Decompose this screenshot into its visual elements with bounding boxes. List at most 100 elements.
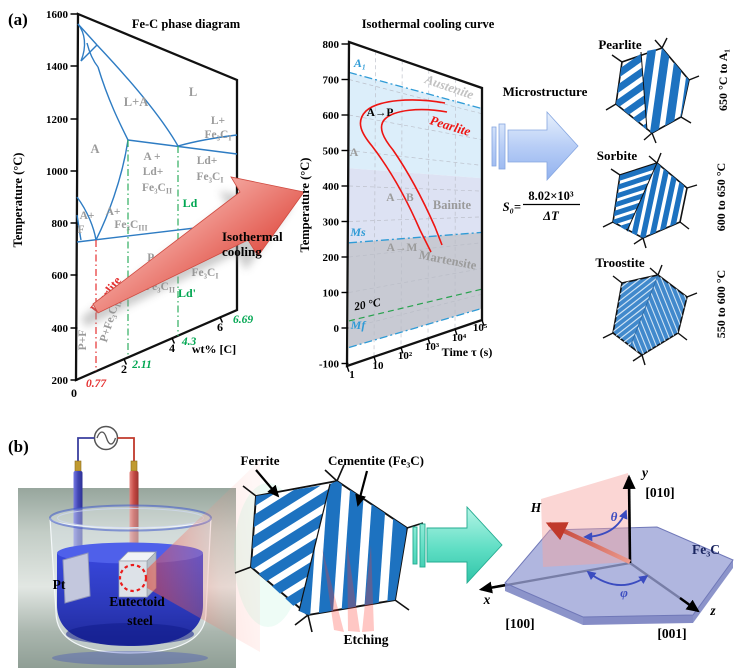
- pd-ytick: 800: [52, 218, 69, 230]
- pd-ytick: 1200: [46, 114, 69, 126]
- etching-label: Etching: [343, 632, 388, 647]
- ttt-gridlines: [348, 51, 483, 357]
- pd-label-ld: Ld: [183, 196, 198, 210]
- pd-region-austenite: A: [90, 142, 99, 156]
- sorbite-grain-whiskers: [602, 152, 698, 249]
- sample-label-2: steel: [127, 613, 153, 628]
- etching-flares: [322, 542, 374, 632]
- cementite-arrow: [355, 470, 369, 507]
- pd-region-ld-fe3c-2: Fe₃CI: [196, 171, 223, 185]
- wire-blue: [77, 437, 95, 461]
- ttt-xtick: 10⁵: [473, 322, 488, 334]
- cementite-label: Cementite (Fe₃C): [328, 453, 424, 468]
- ttt-xtick: 1: [349, 369, 355, 381]
- micrograph-pearlite: Pearlite 650 °C to A₁: [598, 37, 730, 144]
- ferrite-label: Ferrite: [241, 453, 280, 468]
- isothermal-cooling-label-2: cooling: [222, 244, 262, 259]
- pd-mark-211: 2.11: [131, 359, 152, 371]
- sample-label-1: Eutectoid: [109, 594, 165, 609]
- theta-label: θ: [611, 509, 618, 524]
- pd-region-a-ld-2: Ld+: [143, 166, 164, 178]
- large-grain-boundary: [298, 483, 331, 612]
- beaker-rim: [49, 504, 212, 532]
- electrode-connector-right: [130, 460, 138, 472]
- micrograph-pearlite-range: 650 °C to A₁: [716, 49, 730, 111]
- z-direction-label: [001]: [657, 626, 686, 641]
- pd-x-origin: 0: [71, 386, 77, 400]
- ttt-label-mf: Mf: [350, 318, 367, 332]
- pd-x-ticks: [123, 316, 224, 365]
- ttt-ytick: 800: [323, 39, 340, 51]
- ttt-ms-line: [348, 231, 483, 244]
- micrograph-troostite-range: 550 to 600 °C: [714, 270, 728, 338]
- ttt-c-curves: [359, 99, 448, 253]
- y-axis: [622, 474, 636, 564]
- pd-y-ticks: [70, 13, 78, 381]
- ttt-label-ms: Ms: [349, 225, 366, 239]
- z-axis-tip: [679, 597, 700, 613]
- ttt-room-temp-line: [348, 288, 483, 322]
- zoom-beam: [147, 460, 260, 652]
- formula-numerator: 8.02×10³: [528, 189, 573, 203]
- pd-region-l-plus-a: L+A: [124, 95, 149, 109]
- ttt-xtick: 10⁴: [452, 332, 467, 344]
- ttt-ytick: 100: [323, 288, 340, 300]
- theta-arc: [583, 509, 628, 542]
- x-axis-label: x: [483, 592, 491, 607]
- pd-ytick: 200: [52, 375, 69, 387]
- ttt-label-bainite: Bainite: [433, 198, 472, 212]
- microstructure-label: Microstructure: [503, 84, 588, 99]
- etching-setup: Pt Eutectoid steel: [18, 425, 236, 668]
- electrode-connector-left: [74, 460, 82, 472]
- pt-plate: [62, 552, 91, 604]
- pd-mark-669: 6.69: [233, 314, 253, 326]
- pd-mark-eutectoid-c: 0.77: [86, 378, 107, 390]
- pd-ytick: 600: [52, 270, 69, 282]
- isothermal-cooling-arrow: [81, 176, 305, 327]
- pd-ytick: 1600: [46, 9, 69, 21]
- beaker-reflection: [52, 651, 208, 665]
- teal-arrow: [412, 505, 503, 585]
- pd-region-ld-fe3c-1: Ld+: [197, 155, 218, 167]
- ttt-ytick: 700: [323, 75, 340, 87]
- ttt-ytick: 200: [323, 252, 340, 264]
- pd-ytick: 400: [52, 323, 69, 335]
- pd-mark-43: 4.3: [181, 336, 197, 348]
- pd-region-liquid: L: [189, 85, 197, 99]
- ttt-ytick: 600: [323, 110, 340, 122]
- panel-a-tag: (a): [8, 10, 28, 29]
- ttt-label-a-to-b: A→B: [386, 192, 414, 204]
- micrograph-troostite: Troostite 550 to 600 °C: [595, 255, 728, 366]
- panel-b-tag: (b): [8, 437, 29, 456]
- h-label: H: [530, 500, 542, 515]
- ttt-mf-line: [348, 307, 483, 349]
- ttt-label-a1: A₁: [353, 56, 366, 70]
- crystal-coordinates: H θ φ y [010] x [100] z [001] Fe₃C: [478, 465, 734, 641]
- ttt-zone-pearlite: [349, 72, 482, 179]
- pd-x-axis-label: wt% [C]: [192, 342, 236, 356]
- phi-arc: [586, 570, 649, 586]
- pd-region-a-fe3c3-2: Fe₃CIII: [114, 219, 147, 233]
- pd-region-l-fe3c-1: L+: [211, 115, 225, 127]
- ttt-zone-bainite: [349, 168, 482, 243]
- formula-lhs: S₀=: [503, 200, 521, 214]
- h-vector: [545, 521, 631, 565]
- sorbite-grain-boundary: [626, 162, 658, 232]
- ttt-a1-line: [348, 71, 483, 110]
- pearlite-grain-large: Ferrite Cementite (Fe₃C) Etching: [234, 453, 424, 647]
- ttt-ytick: -100: [319, 359, 340, 371]
- pd-region-a-fe3c3-1: A+: [106, 206, 121, 218]
- pt-label: Pt: [53, 577, 66, 592]
- micrograph-sorbite-range: 600 to 650 °C: [714, 163, 728, 231]
- fe3c-plate-label: Fe₃C: [692, 542, 720, 557]
- ttt-title: Isothermal cooling curve: [362, 17, 495, 31]
- pd-region-a-f-1: A+: [80, 210, 95, 222]
- pearlite-grain-boundary: [640, 51, 648, 131]
- ttt-ytick: 300: [323, 217, 340, 229]
- pd-region-a-ld-3: Fe₃CII: [142, 182, 172, 196]
- ttt-label-a-to-p: A→P: [367, 107, 394, 119]
- pd-xtick: 4: [169, 341, 175, 355]
- wire-red: [117, 437, 135, 461]
